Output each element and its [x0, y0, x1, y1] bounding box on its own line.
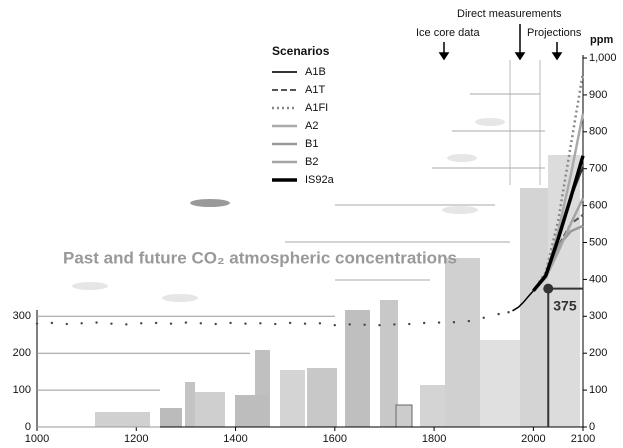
- y2-tick-label: 1,000: [589, 52, 617, 64]
- ice-core-point: [334, 324, 336, 326]
- legend-label: A2: [305, 120, 318, 132]
- legend-label: B1: [305, 138, 318, 150]
- ice-core-point: [140, 322, 142, 324]
- y-tick-label: 200: [13, 347, 31, 359]
- current-marker: [543, 284, 553, 294]
- x-tick-label: 1400: [223, 433, 247, 445]
- ice-core-point: [214, 323, 216, 325]
- ice-core-point: [497, 313, 499, 315]
- ice-core-point: [483, 317, 485, 319]
- ice-core-point: [378, 324, 380, 326]
- ice-core-point: [349, 323, 351, 325]
- illustration: [72, 60, 580, 427]
- ice-core-point: [170, 322, 172, 324]
- ice-core-point: [408, 323, 410, 325]
- x-tick-label: 1800: [422, 433, 446, 445]
- ice-core-point: [125, 323, 127, 325]
- chart: Past and future CO₂ atmospheric concentr…: [0, 0, 623, 448]
- ice-core-point: [80, 322, 82, 324]
- y2-tick-label: 400: [589, 273, 607, 285]
- y2-tick-label: 500: [589, 236, 607, 248]
- y2-tick-label: 300: [589, 310, 607, 322]
- y-tick-label: 100: [13, 384, 31, 396]
- chart-title: Past and future CO₂ atmospheric concentr…: [63, 248, 457, 267]
- x-tick-label: 1000: [25, 433, 49, 445]
- y2-tick-label: 0: [589, 421, 595, 433]
- y-tick-label: 300: [13, 310, 31, 322]
- ice-core-point: [110, 322, 112, 324]
- ice-core-point: [244, 322, 246, 324]
- ice-core-point: [274, 323, 276, 325]
- ice-core-point: [259, 322, 261, 324]
- annotation: Direct measurements: [457, 8, 562, 20]
- ice-core-point: [185, 321, 187, 323]
- ice-core-point: [51, 322, 53, 324]
- y2-tick-label: 700: [589, 163, 607, 175]
- ice-core-point: [36, 322, 38, 324]
- ice-core-point: [95, 321, 97, 323]
- legend-label: A1FI: [305, 102, 328, 114]
- annotation: Projections: [527, 27, 582, 39]
- current-label: 375: [553, 297, 577, 313]
- legend-label: A1T: [305, 84, 325, 96]
- ice-core-point: [155, 322, 157, 324]
- x-tick-label: 1200: [124, 433, 148, 445]
- x-tick-label: 1600: [323, 433, 347, 445]
- legend-label: B2: [305, 156, 318, 168]
- y2-tick-label: 200: [589, 347, 607, 359]
- ice-core-point: [507, 311, 509, 313]
- ice-core-point: [304, 322, 306, 324]
- ice-core-point: [363, 324, 365, 326]
- ice-core-point: [453, 321, 455, 323]
- annotation: Ice core data: [416, 27, 480, 39]
- y-tick-label: 0: [25, 421, 31, 433]
- ice-core-point: [438, 321, 440, 323]
- ice-core-point: [289, 322, 291, 324]
- ice-core-point: [468, 320, 470, 322]
- ice-core-point: [66, 323, 68, 325]
- legend-title: Scenarios: [272, 44, 330, 58]
- ice-core-point: [423, 322, 425, 324]
- ice-core-point: [200, 322, 202, 324]
- x-tick-label: 2100: [571, 433, 595, 445]
- ice-core-point: [229, 322, 231, 324]
- unit-label: ppm: [590, 34, 613, 46]
- legend-label: IS92a: [305, 174, 335, 186]
- y2-tick-label: 600: [589, 200, 607, 212]
- legend-label: A1B: [305, 66, 326, 78]
- ice-core-point: [393, 323, 395, 325]
- y2-tick-label: 100: [589, 384, 607, 396]
- y2-tick-label: 800: [589, 126, 607, 138]
- y2-tick-label: 900: [589, 89, 607, 101]
- ice-core-point: [319, 322, 321, 324]
- x-tick-label: 2000: [521, 433, 545, 445]
